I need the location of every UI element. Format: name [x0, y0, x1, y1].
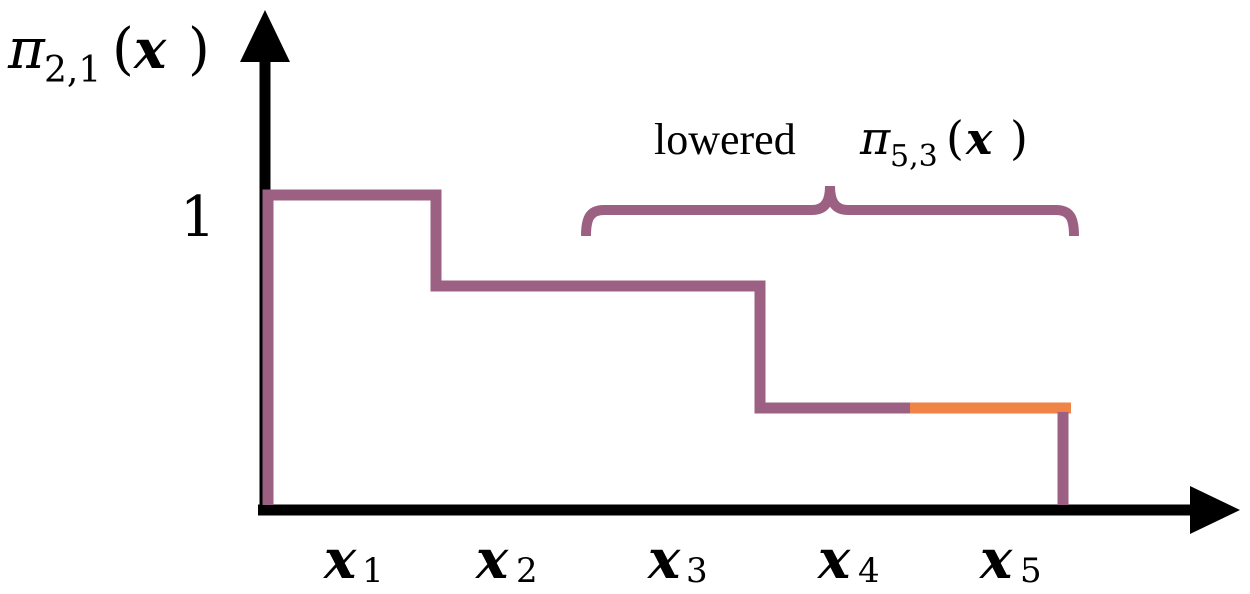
y-axis-label-subscript: 2,1 — [44, 50, 101, 91]
x-tick-4: x 4 — [817, 527, 880, 591]
y-axis-label-close-paren: ) — [188, 17, 210, 82]
step-function-curve — [262, 189, 910, 505]
y-axis-label-symbol: π — [7, 17, 46, 82]
annotation-subscript: 5,3 — [890, 139, 938, 174]
x-tick-5-subscript: 5 — [1020, 551, 1042, 591]
x-tick-4-symbol: x — [817, 527, 851, 591]
y-axis-arrowhead — [240, 10, 290, 62]
y-axis-label: π 2,1 ( x ) — [7, 17, 210, 91]
x-tick-labels: x 1 x 2 x 3 x 4 x 5 — [323, 527, 1042, 591]
y-tick-one-label: 1 — [180, 185, 216, 250]
annotation-arg: x — [965, 114, 993, 165]
annotation-symbol: π — [859, 111, 891, 165]
x-tick-2-symbol: x — [475, 527, 509, 591]
axes — [240, 10, 1240, 534]
annotation-close-paren: ) — [1010, 111, 1028, 165]
x-tick-1: x 1 — [323, 527, 384, 591]
x-tick-5: x 5 — [979, 527, 1042, 591]
annotation-word: lowered — [654, 115, 796, 164]
lowered-annotation: lowered π 5,3 ( x ) — [654, 111, 1028, 174]
x-tick-2-subscript: 2 — [516, 551, 538, 591]
x-tick-5-symbol: x — [979, 527, 1013, 591]
y-axis-label-arg: x — [133, 17, 167, 81]
curly-brace — [581, 185, 1079, 237]
x-tick-3-symbol: x — [647, 527, 681, 591]
annotation-open-paren: ( — [946, 111, 964, 165]
x-tick-1-symbol: x — [323, 527, 357, 591]
x-tick-4-subscript: 4 — [858, 551, 880, 591]
x-tick-3: x 3 — [647, 527, 708, 591]
x-tick-1-subscript: 1 — [362, 551, 384, 591]
x-axis-arrowhead — [1190, 486, 1240, 534]
x-tick-3-subscript: 3 — [686, 551, 708, 591]
x-tick-2: x 2 — [475, 527, 538, 591]
y-axis-label-open-paren: ( — [112, 17, 134, 82]
